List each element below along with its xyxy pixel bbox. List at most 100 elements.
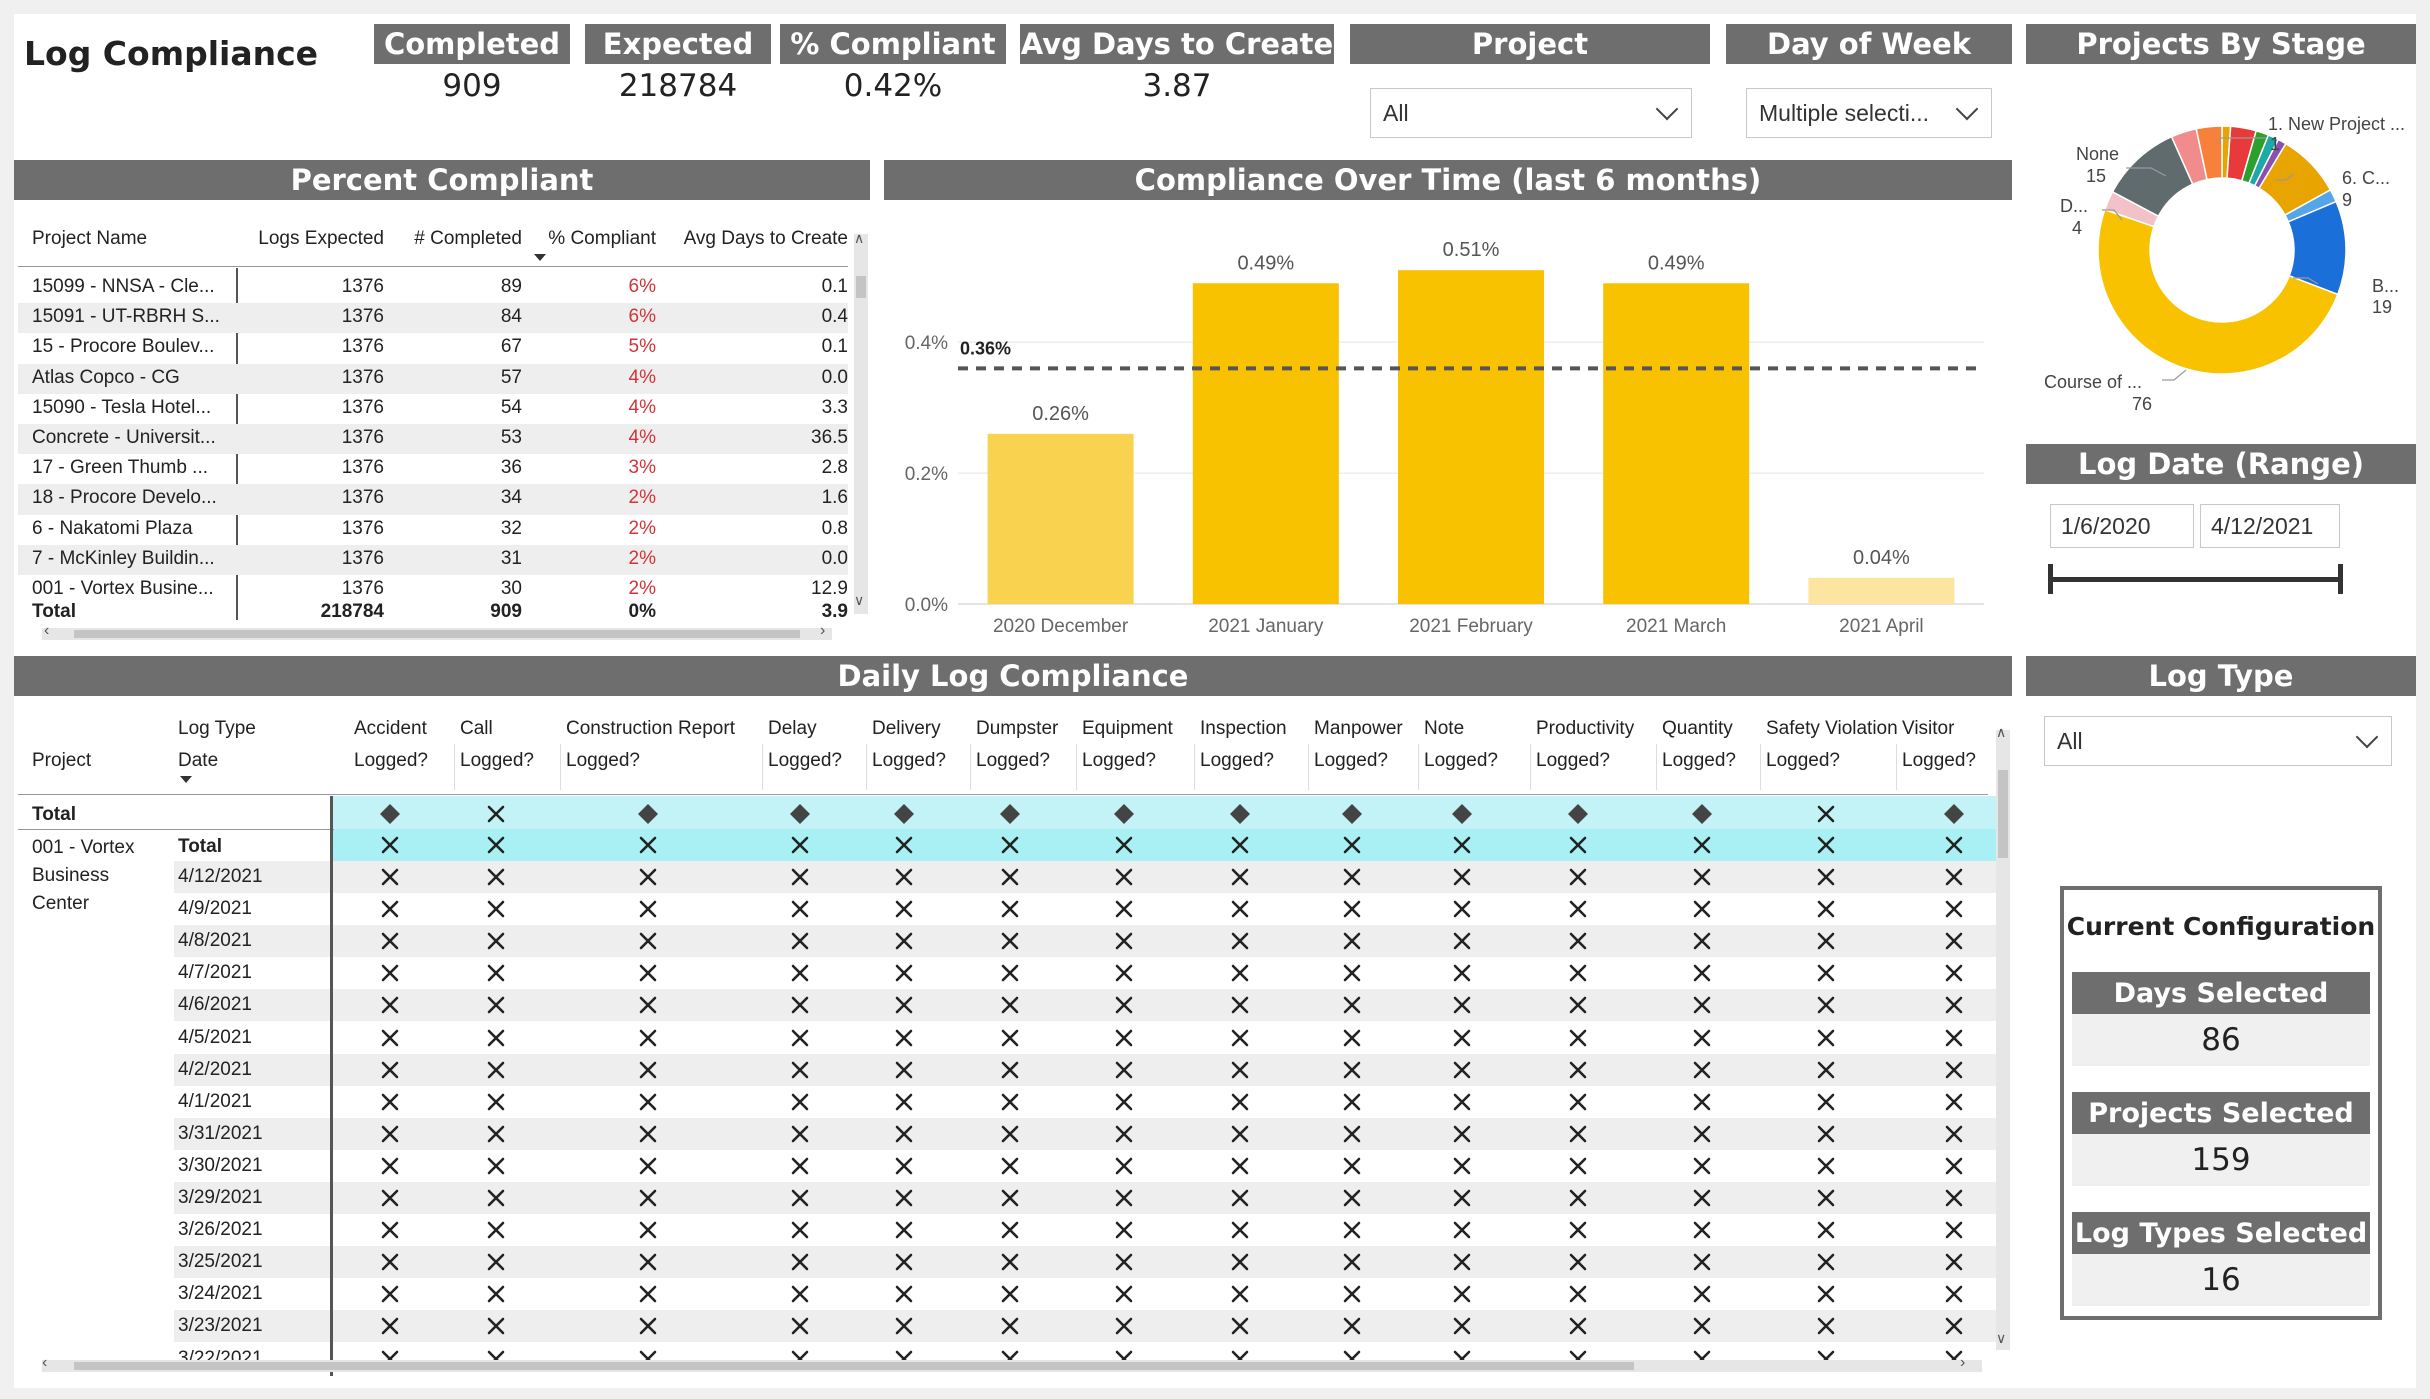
- log-date-end-input[interactable]: 4/12/2021: [2200, 504, 2340, 548]
- table-row-project-name[interactable]: 15099 - NNSA - Cle...: [32, 276, 215, 297]
- x-icon: [1945, 1061, 1963, 1078]
- scroll-up-icon[interactable]: ∧: [854, 230, 865, 246]
- scroll-left-icon[interactable]: ‹: [44, 622, 50, 639]
- table-cell: 36.5: [811, 427, 848, 448]
- stage-value-none: 15: [2086, 166, 2106, 186]
- stage-label-d: D...: [2060, 196, 2088, 216]
- table-row-project-name[interactable]: 001 - Vortex Busine...: [32, 578, 214, 599]
- table-cell: 0.4: [821, 306, 848, 328]
- x-icon: [791, 1221, 809, 1239]
- table-cell: 57: [500, 366, 522, 388]
- table-row-project-name[interactable]: 15090 - Tesla Hotel...: [32, 396, 212, 418]
- x-icon: [1343, 1253, 1361, 1271]
- bar-value-label: 0.49%: [1648, 252, 1705, 274]
- log-date-end-value: 4/12/2021: [2211, 512, 2314, 539]
- table-row-project-name[interactable]: 6 - Nakatomi Plaza: [32, 517, 193, 539]
- matrix-vertical-scrollbar-thumb[interactable]: [1998, 770, 2008, 858]
- project-dropdown[interactable]: All: [1370, 88, 1692, 138]
- matrix-vertical-scrollbar[interactable]: [1996, 730, 2010, 1350]
- x-icon: [1945, 1318, 1963, 1335]
- x-icon: [1001, 868, 1019, 886]
- date-slider-end-handle[interactable]: [2338, 564, 2343, 594]
- scroll-right-icon[interactable]: ›: [820, 622, 826, 639]
- x-icon: [1817, 1125, 1835, 1143]
- x-icon: [791, 1286, 809, 1303]
- matrix-column-header[interactable]: Construction Report: [566, 718, 735, 739]
- table-row-project-name[interactable]: 17 - Green Thumb ...: [32, 457, 209, 479]
- vertical-scrollbar-thumb[interactable]: [856, 276, 866, 298]
- table-total-cell: 218784: [320, 601, 384, 623]
- x-icon: [1001, 1318, 1019, 1335]
- scroll-up-icon[interactable]: ∧: [1996, 724, 2007, 740]
- chart-bar[interactable]: [1808, 577, 1955, 604]
- table-row-project-name[interactable]: 7 - McKinley Buildin...: [32, 547, 215, 569]
- matrix-column-header[interactable]: Delay: [768, 718, 817, 739]
- y-tick-label: 0.2%: [905, 464, 948, 485]
- table-cell: 12.9: [811, 578, 848, 599]
- x-icon: [1453, 1029, 1471, 1046]
- col-project-name[interactable]: Project Name: [32, 228, 148, 249]
- table-row-project-name[interactable]: Atlas Copco - CG: [32, 366, 180, 388]
- diamond-icon: [380, 804, 400, 824]
- x-icon: [381, 1189, 399, 1207]
- matrix-column-header[interactable]: Call: [460, 718, 493, 739]
- log-type-dropdown[interactable]: All: [2044, 716, 2392, 766]
- table-row-project-name[interactable]: 15091 - UT-RBRH S...: [32, 306, 220, 328]
- chart-bar[interactable]: [1398, 270, 1544, 604]
- x-icon: [1693, 900, 1711, 918]
- matrix-column-header[interactable]: Equipment: [1082, 718, 1173, 739]
- scroll-right-icon[interactable]: ›: [1960, 1354, 1966, 1371]
- date-slider-track[interactable]: [2050, 577, 2342, 582]
- x-icon: [381, 900, 399, 918]
- chart-bar[interactable]: [1603, 283, 1750, 604]
- x-icon: [1453, 932, 1471, 950]
- x-icon: [791, 868, 809, 886]
- matrix-column-header[interactable]: Productivity: [1536, 718, 1635, 739]
- matrix-column-header[interactable]: Accident: [354, 718, 427, 739]
- chart-bar[interactable]: [1192, 283, 1339, 604]
- x-icon: [1693, 1286, 1711, 1303]
- table-row-project-name[interactable]: Concrete - Universit...: [32, 427, 216, 448]
- scroll-down-icon[interactable]: ∨: [1996, 1330, 2007, 1346]
- donut-slice[interactable]: [2195, 125, 2223, 181]
- page-title: Log Compliance: [24, 34, 319, 73]
- matrix-column-header[interactable]: Inspection: [1200, 718, 1287, 739]
- x-icon: [1945, 932, 1963, 950]
- col-percent-compliant[interactable]: % Compliant: [548, 228, 656, 249]
- scroll-down-icon[interactable]: ∨: [854, 592, 865, 608]
- donut-slice[interactable]: [2097, 208, 2339, 375]
- projects-by-stage-donut[interactable]: 1. New Project ... 1 6. C... 9 B... 19 C…: [2026, 70, 2416, 430]
- matrix-column-header[interactable]: Delivery: [872, 718, 941, 739]
- vertical-scrollbar[interactable]: [854, 234, 868, 614]
- matrix-column-header[interactable]: Visitor: [1902, 718, 1955, 739]
- column-divider: [1530, 744, 1531, 790]
- x-icon: [1453, 997, 1471, 1014]
- x-icon: [487, 868, 505, 886]
- col-completed[interactable]: # Completed: [414, 228, 522, 249]
- scroll-left-icon[interactable]: ‹: [42, 1354, 48, 1371]
- matrix-column-header[interactable]: Quantity: [1662, 718, 1733, 739]
- col-avg-days[interactable]: Avg Days to Create: [683, 228, 848, 249]
- day-of-week-dropdown[interactable]: Multiple selecti...: [1746, 88, 1992, 138]
- log-date-start-input[interactable]: 1/6/2020: [2050, 504, 2194, 548]
- bar-value-label: 0.49%: [1237, 252, 1294, 274]
- horizontal-scrollbar-thumb[interactable]: [74, 630, 800, 638]
- table-row-project-name[interactable]: 15 - Procore Boulev...: [32, 336, 215, 358]
- matrix-column-header[interactable]: Safety Violation: [1766, 718, 1898, 739]
- kpi-compliant-label: % Compliant: [780, 24, 1006, 64]
- matrix-column-header[interactable]: Note: [1424, 718, 1465, 739]
- date-slider-start-handle[interactable]: [2048, 564, 2053, 594]
- x-icon: [1343, 1318, 1361, 1335]
- col-logs-expected[interactable]: Logs Expected: [258, 228, 384, 249]
- matrix-project-name[interactable]: 001 - Vortex Business Center: [32, 837, 135, 914]
- table-row-project-name[interactable]: 18 - Procore Develo...: [32, 487, 217, 509]
- x-icon: [381, 1318, 399, 1335]
- matrix-date-cell: 4/5/2021: [178, 1026, 252, 1048]
- matrix-logged-subheader: Logged?: [1902, 750, 1976, 771]
- table-total-cell: 0%: [628, 601, 656, 623]
- chart-bar[interactable]: [987, 433, 1134, 604]
- matrix-horizontal-scrollbar-thumb[interactable]: [74, 1362, 1634, 1370]
- matrix-column-header[interactable]: Dumpster: [976, 718, 1059, 739]
- x-icon: [1453, 1189, 1471, 1207]
- matrix-column-header[interactable]: Manpower: [1314, 718, 1403, 739]
